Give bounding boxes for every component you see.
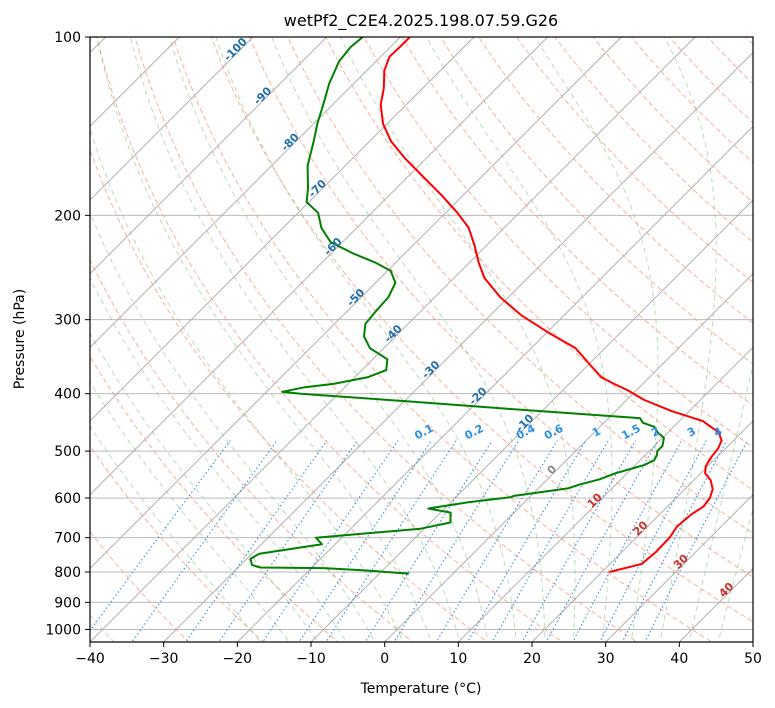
moist-adiabat-line bbox=[129, 37, 461, 642]
temperature-trace bbox=[379, 37, 723, 573]
isotherm-line bbox=[163, 52, 753, 642]
isotherm-line bbox=[458, 346, 753, 642]
pressure-gridlines bbox=[90, 37, 753, 630]
dry-adiabat-line bbox=[172, 37, 713, 642]
y-tick-label: 200 bbox=[54, 208, 81, 224]
isotherm-line bbox=[90, 37, 254, 201]
y-axis-label: Pressure (hPa) bbox=[12, 289, 28, 389]
mixing-ratio-line bbox=[131, 440, 278, 642]
isotherm-line bbox=[605, 494, 753, 642]
dry-adiabat-line bbox=[363, 37, 753, 448]
y-tick-label: 700 bbox=[54, 531, 81, 547]
moist-adiabat-line bbox=[339, 37, 576, 642]
y-tick-label: 400 bbox=[54, 387, 81, 403]
isotherm-line bbox=[90, 37, 548, 496]
isotherm-line bbox=[237, 125, 753, 642]
y-tick-label: 600 bbox=[54, 491, 81, 507]
dewpoint-trace bbox=[249, 37, 665, 575]
x-tick-label: −10 bbox=[296, 651, 326, 667]
y-tick-label: 900 bbox=[54, 595, 81, 611]
mixing-ratio-line bbox=[364, 440, 493, 642]
mixing-ratio-line bbox=[545, 440, 659, 642]
sounding-traces bbox=[249, 37, 723, 575]
moist-adiabat-line bbox=[659, 37, 717, 642]
isotherm-line bbox=[310, 199, 753, 642]
mixing-ratio-line bbox=[599, 440, 707, 642]
moist-adiabat-line bbox=[271, 37, 546, 642]
x-axis-label: Temperature (°C) bbox=[360, 681, 482, 697]
isotherm-line bbox=[384, 273, 753, 642]
dry-adiabat-line bbox=[401, 37, 753, 407]
x-tick-label: 50 bbox=[744, 651, 762, 667]
moist-adiabat-line bbox=[90, 211, 376, 642]
moist-adiabat-line bbox=[90, 425, 261, 642]
mixing-ratio-line bbox=[644, 440, 748, 642]
moist-adiabat-line bbox=[168, 37, 489, 642]
x-tick-label: 0 bbox=[380, 651, 389, 667]
dry-adiabat-line bbox=[210, 37, 753, 623]
x-tick-label: −40 bbox=[75, 651, 105, 667]
isotherm-line bbox=[90, 37, 622, 569]
mixing-ratio-line bbox=[572, 440, 683, 642]
x-tick-label: 20 bbox=[523, 651, 541, 667]
moist-adiabat-line bbox=[90, 127, 404, 642]
dry-adiabat-line bbox=[439, 37, 753, 365]
mixing-ratio-label: 6 bbox=[751, 424, 764, 439]
mixing-ratio-line bbox=[621, 440, 728, 642]
y-tick-label: 300 bbox=[54, 313, 81, 329]
moist-adiabat-line bbox=[90, 381, 290, 642]
mixing-ratio-line bbox=[491, 440, 609, 642]
dry-adiabat-line bbox=[90, 258, 414, 642]
mixing-ratio-line bbox=[521, 440, 637, 642]
mixing-ratio-line bbox=[262, 440, 399, 642]
y-tick-label: 500 bbox=[54, 444, 81, 460]
isotherm-line bbox=[90, 37, 327, 275]
plot-area: 0.10.20.40.611.52346810131620253036-100-… bbox=[90, 37, 764, 642]
moist-adiabat-line bbox=[534, 37, 659, 642]
moist-adiabat-line bbox=[96, 37, 433, 642]
plot-frame bbox=[89, 36, 754, 643]
chart-title: wetPf2_C2E4.2025.198.07.59.G26 bbox=[284, 11, 558, 31]
dry-adiabat-line bbox=[554, 37, 753, 243]
y-tick-label: 1000 bbox=[45, 622, 81, 638]
mixing-ratio-line bbox=[435, 440, 558, 642]
moist-adiabats bbox=[90, 37, 753, 642]
axis-ticks: −40 −30 −20 −10 0 10 20 30 40 50 100 200 300 400 500 60… bbox=[45, 30, 762, 667]
x-tick-label: −20 bbox=[223, 651, 253, 667]
moist-adiabat-line bbox=[90, 332, 319, 642]
moist-adiabat-line bbox=[425, 37, 613, 642]
isotherm-line bbox=[531, 420, 753, 642]
mixing-ratio-lines bbox=[90, 440, 748, 642]
y-tick-label: 100 bbox=[54, 30, 81, 46]
isotherm-line bbox=[90, 37, 475, 422]
dry-adiabat-line bbox=[516, 37, 753, 284]
dry-adiabat-line bbox=[90, 445, 265, 642]
dry-adiabat-line bbox=[134, 37, 638, 642]
dry-adiabat-line bbox=[90, 355, 339, 642]
x-tick-label: 10 bbox=[449, 651, 467, 667]
moist-adiabat-line bbox=[90, 276, 347, 642]
x-tick-label: 30 bbox=[597, 651, 615, 667]
isotherm-line bbox=[90, 37, 696, 642]
x-tick-label: −30 bbox=[149, 651, 179, 667]
dry-adiabat-line bbox=[477, 37, 753, 324]
x-tick-label: 40 bbox=[670, 651, 688, 667]
y-tick-label: 800 bbox=[54, 565, 81, 581]
mixing-ratio-line bbox=[325, 440, 457, 642]
dry-adiabat-line bbox=[630, 37, 753, 164]
